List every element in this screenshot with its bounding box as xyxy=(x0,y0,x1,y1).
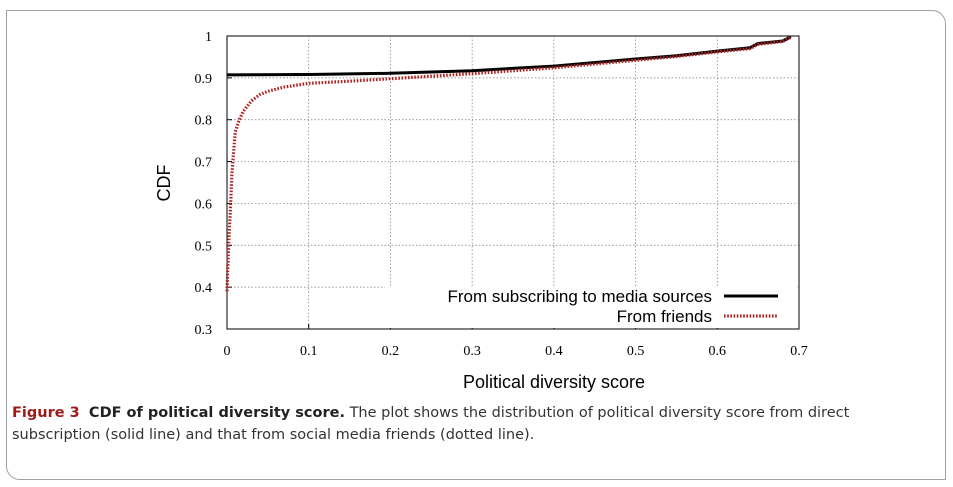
x-tick-label: 0.4 xyxy=(545,344,563,359)
series-line-media-sources xyxy=(226,35,792,77)
x-tick-label: 0.3 xyxy=(463,344,481,359)
x-tick-label: 0.2 xyxy=(382,344,400,359)
x-tick-label: 0 xyxy=(224,344,231,359)
y-axis-label: CDF xyxy=(154,165,174,202)
figure-title: CDF of political diversity score. xyxy=(88,405,345,421)
y-tick-label: 1 xyxy=(205,30,212,45)
legend-label-media-sources: From subscribing to media sources xyxy=(447,287,712,306)
legend-label-friends: From friends xyxy=(617,307,712,326)
x-tick-label: 0.5 xyxy=(627,344,645,359)
x-tick-label: 0.6 xyxy=(709,344,727,359)
legend: From subscribing to media sources From f… xyxy=(385,286,797,328)
caption-text: The plot shows the distribution of polit… xyxy=(12,405,850,443)
legend-background xyxy=(385,286,797,328)
plot-area-border xyxy=(226,35,800,330)
cdf-chart: 0 0.1 0.2 0.3 0.4 0.5 0.6 0.7 0.3 0.4 0.5 0.6 0.7 0.8… xyxy=(154,30,808,392)
figure-label: Figure 3 xyxy=(12,405,80,421)
x-tick-label: 0.7 xyxy=(790,344,808,359)
figure-caption: Figure 3 CDF of political diversity scor… xyxy=(12,402,932,446)
y-tick-label: 0.5 xyxy=(195,239,213,254)
y-tick-label: 0.7 xyxy=(195,156,213,171)
y-tick-label: 0.3 xyxy=(195,323,213,338)
y-tick-label: 0.6 xyxy=(195,197,213,212)
x-axis-label: Political diversity score xyxy=(463,372,645,392)
y-tick-label: 0.4 xyxy=(195,281,213,296)
y-tick-label: 0.8 xyxy=(195,114,213,129)
series-line-friends xyxy=(225,35,792,292)
y-tick-label: 0.9 xyxy=(195,72,213,87)
x-tick-label: 0.1 xyxy=(300,344,318,359)
